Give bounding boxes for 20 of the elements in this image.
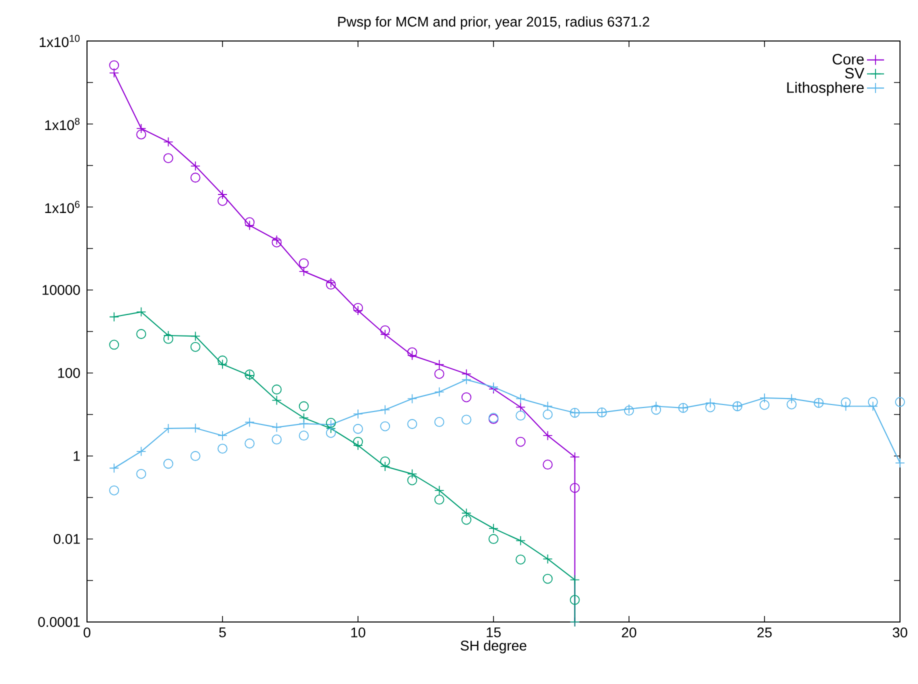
y-tick-label: 1x10$^{10}$ bbox=[40, 34, 80, 48]
y-tick-label: 0.01 bbox=[54, 534, 80, 544]
x-axis-title: SH degree bbox=[460, 640, 526, 654]
y-tick-label: 100 bbox=[58, 368, 80, 378]
x-tick-label: 10 bbox=[351, 628, 366, 638]
legend-label: Lithosphere bbox=[787, 82, 864, 96]
chart-title: Pwsp for MCM and prior, year 2015, radius 6371.2 bbox=[338, 16, 650, 30]
x-tick-label: 25 bbox=[757, 628, 772, 638]
legend-label: Core bbox=[832, 54, 864, 65]
y-tick-label: 10000 bbox=[42, 285, 80, 295]
x-tick-label: 5 bbox=[219, 628, 226, 638]
x-tick-label: 15 bbox=[486, 628, 501, 638]
y-tick-label: 1x10$^{8}$ bbox=[45, 118, 80, 130]
legend-label: SV bbox=[845, 68, 864, 78]
y-tick-label: 0.0001 bbox=[38, 617, 80, 627]
x-tick-label: 20 bbox=[622, 628, 636, 638]
y-tick-label: 1x10$^{6}$ bbox=[45, 200, 80, 214]
x-tick-label: 30 bbox=[892, 628, 908, 638]
y-tick-label: 1 bbox=[74, 451, 80, 461]
x-tick-label: 0 bbox=[84, 628, 90, 638]
